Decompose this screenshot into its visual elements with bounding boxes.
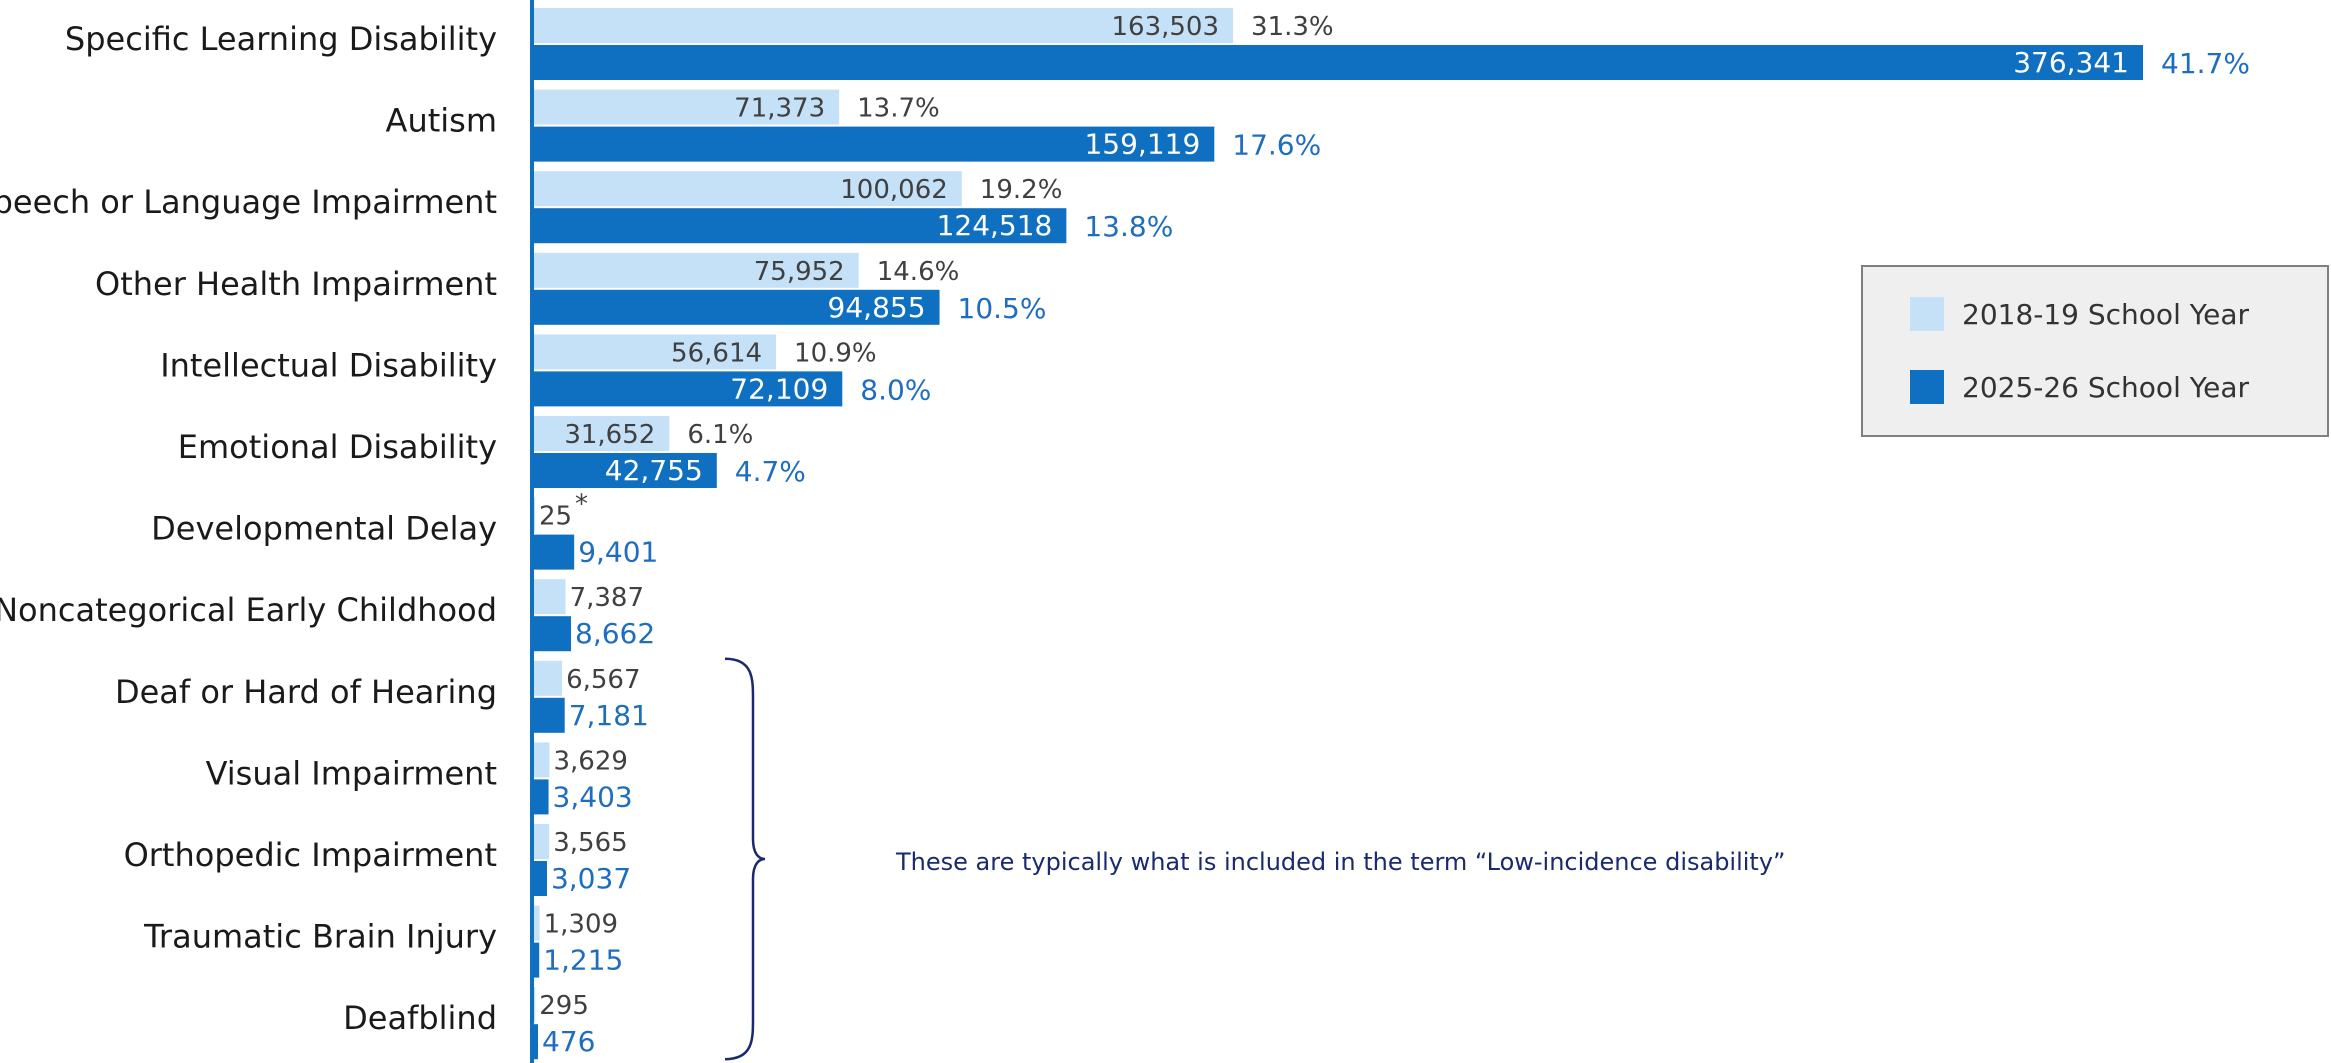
pct-label-2025-26-emotional-disability: 4.7%: [735, 455, 806, 488]
bar-2025-26-deaf-or-hard-of-hearing: [534, 697, 565, 733]
bar-2025-26-visual-impairment: [534, 779, 549, 815]
category-label-traumatic-brain-injury: Traumatic Brain Injury: [143, 918, 497, 956]
low-incidence-annotation: These are typically what is included in …: [895, 848, 1785, 876]
bar-2018-19-visual-impairment: [534, 742, 550, 778]
legend-label-2025-26: 2025-26 School Year: [1962, 371, 2250, 404]
value-label-2018-19-deafblind: 295: [539, 991, 589, 1021]
pct-label-2025-26-other-health-impairment: 10.5%: [958, 292, 1047, 325]
category-label-orthopedic-impairment: Orthopedic Impairment: [124, 836, 497, 874]
category-label-deaf-or-hard-of-hearing: Deaf or Hard of Hearing: [115, 673, 497, 711]
value-label-2025-26-speech-or-language-impairment: 124,518: [937, 209, 1053, 242]
category-label-speech-or-language-impairment: Speech or Language Impairment: [0, 183, 497, 221]
pct-label-2025-26-autism: 17.6%: [1232, 129, 1321, 162]
value-label-2025-26-specific-learning-disability: 376,341: [2013, 46, 2129, 79]
low-incidence-brace: [724, 657, 766, 1061]
value-label-2025-26-noncategorical-early-childhood: 8,662: [575, 617, 655, 650]
bar-2018-19-speech-or-language-impairment: [534, 171, 962, 207]
value-label-2025-26-visual-impairment: 3,403: [553, 780, 633, 813]
pct-label-2025-26-intellectual-disability: 8.0%: [860, 373, 931, 406]
bar-2018-19-deafblind: [534, 987, 536, 1023]
value-label-2018-19-orthopedic-impairment: 3,565: [553, 828, 627, 858]
bar-2025-26-traumatic-brain-injury: [534, 942, 540, 978]
value-label-2025-26-intellectual-disability: 72,109: [730, 372, 828, 405]
category-label-visual-impairment: Visual Impairment: [206, 754, 497, 792]
bar-2018-19-traumatic-brain-injury: [534, 905, 540, 941]
pct-label-2018-19-speech-or-language-impairment: 19.2%: [980, 175, 1063, 205]
pct-label-2018-19-autism: 13.7%: [857, 94, 940, 124]
legend: 2018-19 School Year 2025-26 School Year: [1861, 265, 2329, 437]
value-label-2018-19-developmental-delay: 25: [539, 502, 572, 532]
value-label-2018-19-deaf-or-hard-of-hearing: 6,567: [566, 665, 640, 695]
value-label-2025-26-traumatic-brain-injury: 1,215: [543, 944, 623, 977]
legend-box: [1861, 265, 2329, 437]
category-label-other-health-impairment: Other Health Impairment: [95, 265, 497, 303]
footnote-mark-developmental-delay: *: [575, 490, 588, 520]
bar-2018-19-other-health-impairment: [534, 252, 859, 288]
legend-swatch-2018-19: [1910, 297, 1944, 331]
bar-2018-19-deaf-or-hard-of-hearing: [534, 660, 563, 696]
value-label-2018-19-intellectual-disability: 56,614: [671, 338, 762, 368]
legend-label-2018-19: 2018-19 School Year: [1962, 298, 2250, 331]
category-label-deafblind: Deafblind: [343, 999, 497, 1037]
value-label-2018-19-specific-learning-disability: 163,503: [1112, 12, 1220, 42]
bar-2025-26-intellectual-disability: [534, 371, 843, 407]
value-label-2018-19-traumatic-brain-injury: 1,309: [544, 910, 618, 940]
value-label-2018-19-autism: 71,373: [734, 94, 825, 124]
bar-2025-26-deafblind: [534, 1024, 538, 1060]
bar-2018-19-orthopedic-impairment: [534, 824, 550, 859]
pct-label-2018-19-other-health-impairment: 14.6%: [877, 257, 960, 287]
value-label-2025-26-autism: 159,119: [1084, 128, 1200, 161]
category-label-intellectual-disability: Intellectual Disability: [160, 346, 497, 384]
value-label-2025-26-emotional-disability: 42,755: [605, 454, 703, 487]
annotation-group: These are typically what is included in …: [724, 657, 1785, 1061]
bar-2018-19-specific-learning-disability: [534, 8, 1234, 43]
pct-label-2018-19-emotional-disability: 6.1%: [687, 420, 753, 450]
value-label-2025-26-orthopedic-impairment: 3,037: [551, 862, 631, 895]
legend-swatch-2025-26: [1910, 370, 1944, 404]
value-label-2018-19-emotional-disability: 31,652: [564, 420, 655, 450]
pct-label-2025-26-specific-learning-disability: 41.7%: [2161, 47, 2250, 80]
value-label-2025-26-developmental-delay: 9,401: [578, 536, 658, 569]
category-label-noncategorical-early-childhood: Noncategorical Early Childhood: [0, 591, 497, 629]
bar-2025-26-autism: [534, 126, 1215, 162]
bar-2025-26-developmental-delay: [534, 534, 575, 570]
value-label-2018-19-speech-or-language-impairment: 100,062: [840, 175, 948, 205]
pct-label-2018-19-intellectual-disability: 10.9%: [794, 338, 877, 368]
value-label-2018-19-other-health-impairment: 75,952: [754, 257, 845, 287]
pct-label-2025-26-speech-or-language-impairment: 13.8%: [1084, 210, 1173, 243]
value-label-2025-26-other-health-impairment: 94,855: [828, 291, 926, 324]
bar-2018-19-developmental-delay: [534, 497, 535, 533]
value-label-2018-19-noncategorical-early-childhood: 7,387: [570, 583, 644, 613]
bar-2025-26-emotional-disability: [534, 453, 717, 488]
bar-2018-19-noncategorical-early-childhood: [534, 579, 566, 615]
bar-2025-26-speech-or-language-impairment: [534, 208, 1067, 244]
labels-layer: Specific Learning Disability 163,503 31.3%…: [0, 12, 2250, 1058]
category-label-specific-learning-disability: Specific Learning Disability: [65, 20, 497, 58]
category-label-developmental-delay: Developmental Delay: [151, 510, 497, 548]
category-label-autism: Autism: [386, 102, 497, 140]
value-label-2025-26-deafblind: 476: [542, 1025, 595, 1058]
category-label-emotional-disability: Emotional Disability: [178, 428, 497, 466]
bars-layer: [534, 8, 2143, 1060]
bar-2025-26-noncategorical-early-childhood: [534, 616, 572, 652]
value-label-2025-26-deaf-or-hard-of-hearing: 7,181: [569, 699, 649, 732]
bar-2025-26-specific-learning-disability: [534, 45, 2143, 80]
bar-2018-19-intellectual-disability: [534, 334, 777, 370]
bar-2018-19-autism: [534, 89, 840, 125]
bar-2018-19-emotional-disability: [534, 416, 670, 451]
value-label-2018-19-visual-impairment: 3,629: [554, 746, 628, 776]
bar-2025-26-orthopedic-impairment: [534, 861, 547, 896]
pct-label-2018-19-specific-learning-disability: 31.3%: [1251, 12, 1334, 42]
bar-2025-26-other-health-impairment: [534, 289, 940, 325]
